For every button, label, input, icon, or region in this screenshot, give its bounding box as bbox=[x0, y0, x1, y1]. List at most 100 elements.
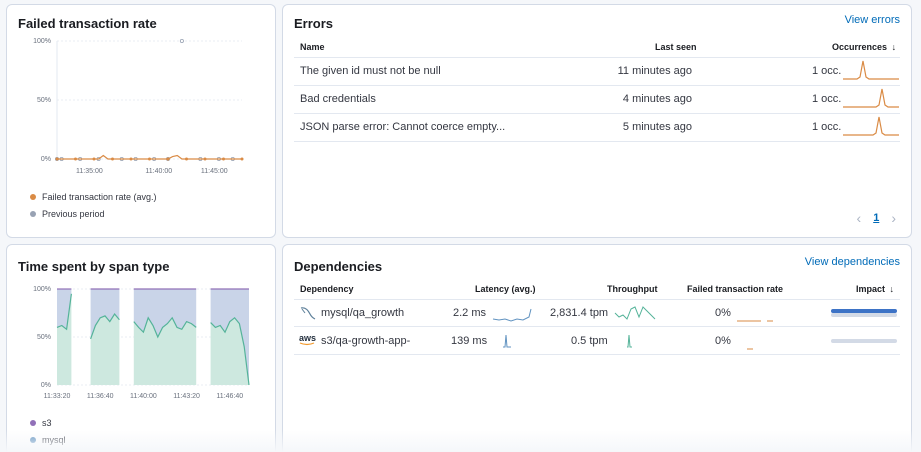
errors-panel: Errors View errors Name Last seen Occurr… bbox=[282, 4, 912, 238]
failed-rate-point bbox=[148, 157, 151, 161]
x-tick-label: 11:36:40 bbox=[87, 393, 114, 400]
panel-title: Dependencies bbox=[294, 259, 383, 274]
dependency-throughput: 2,831.4 tpm bbox=[550, 307, 609, 319]
failed-rate-point bbox=[55, 157, 59, 161]
impact-bar-track bbox=[831, 313, 897, 317]
failed-rate-point bbox=[166, 157, 170, 161]
column-header-last-seen[interactable]: Last seen bbox=[655, 42, 697, 52]
latency-sparkline bbox=[503, 334, 511, 348]
s3-area bbox=[210, 289, 249, 385]
column-header-occurrences[interactable]: Occurrences ↓ bbox=[832, 42, 896, 52]
legend-dot bbox=[30, 211, 36, 217]
failed-rate-sparkline bbox=[747, 348, 753, 350]
legend-dot bbox=[30, 194, 36, 200]
column-header-dependency[interactable]: Dependency bbox=[300, 284, 354, 294]
x-tick-label: 11:40:00 bbox=[130, 393, 157, 400]
legend-item-failed-rate[interactable]: Failed transaction rate (avg.) bbox=[30, 192, 157, 202]
panel-title: Errors bbox=[294, 16, 334, 31]
legend-label: s3 bbox=[42, 418, 52, 428]
column-header-name[interactable]: Name bbox=[300, 42, 325, 52]
y-tick-label: 50% bbox=[37, 97, 51, 104]
dependency-throughput: 0.5 tpm bbox=[571, 335, 608, 347]
mysql-series-line bbox=[56, 293, 72, 331]
legend-item-previous-period[interactable]: Previous period bbox=[30, 209, 105, 219]
column-header-throughput[interactable]: Throughput bbox=[607, 284, 658, 294]
error-occurrences: 1 occ. bbox=[812, 93, 842, 105]
legend-dot bbox=[30, 437, 36, 443]
legend-item-s3[interactable]: s3 bbox=[30, 418, 52, 428]
chevron-left-icon[interactable]: ‹ bbox=[856, 210, 862, 226]
failed-rate-point bbox=[92, 157, 96, 161]
dependency-latency: 139 ms bbox=[451, 335, 488, 347]
time-spent-by-span-type-panel: Time spent by span type 0% 50% 100% 11:33:2… bbox=[6, 244, 276, 452]
x-tick-label: 11:45:00 bbox=[201, 168, 228, 175]
mysql-area bbox=[133, 317, 197, 385]
throughput-sparkline bbox=[614, 306, 656, 320]
column-header-failed-rate[interactable]: Failed transaction rate bbox=[687, 284, 784, 294]
divider bbox=[294, 354, 900, 355]
error-name-link[interactable]: Bad credentials bbox=[300, 93, 376, 105]
legend-dot bbox=[30, 420, 36, 426]
y-tick-label: 50% bbox=[37, 334, 51, 341]
sort-arrow-down-icon: ↓ bbox=[891, 42, 897, 52]
failed-transaction-rate-panel: Failed transaction rate 0% 50% 100% 11:35:0… bbox=[6, 4, 276, 238]
x-tick-label: 11:43:20 bbox=[173, 393, 200, 400]
y-tick-label: 0% bbox=[41, 156, 51, 163]
mysql-series-line bbox=[133, 316, 197, 339]
dependency-failed-rate: 0% bbox=[715, 307, 731, 319]
s3-area bbox=[133, 289, 197, 337]
column-header-latency[interactable]: Latency (avg.) bbox=[475, 284, 536, 294]
error-occurrence-sparkline bbox=[843, 116, 899, 136]
latency-sparkline bbox=[492, 308, 532, 322]
failed-rate-point bbox=[240, 157, 244, 161]
panel-title: Time spent by span type bbox=[18, 259, 170, 274]
failed-rate-sparkline bbox=[737, 320, 773, 322]
failed-rate-point bbox=[203, 157, 207, 161]
mysql-area bbox=[57, 293, 72, 385]
divider bbox=[294, 299, 900, 300]
column-header-label: Occurrences bbox=[832, 42, 888, 52]
divider bbox=[294, 113, 900, 114]
aws-icon-label: aws bbox=[299, 333, 317, 343]
page-1-link[interactable]: 1 bbox=[873, 212, 880, 224]
failed-rate-point bbox=[129, 157, 133, 161]
column-header-label: Impact bbox=[856, 284, 886, 294]
y-tick-label: 100% bbox=[33, 286, 51, 293]
aws-icon: aws bbox=[299, 333, 316, 346]
mysql-series-line bbox=[90, 312, 120, 340]
y-tick-label: 100% bbox=[33, 38, 51, 45]
impact-bar-fill bbox=[831, 309, 897, 313]
column-header-impact[interactable]: Impact ↓ bbox=[856, 284, 894, 294]
panel-title: Failed transaction rate bbox=[18, 16, 157, 31]
time-spent-area-chart[interactable]: 0% 50% 100% 11:33:20 11:36:40 11:40:00 11:43:2… bbox=[17, 281, 262, 406]
view-errors-link[interactable]: View errors bbox=[844, 14, 900, 26]
legend-label: mysql bbox=[42, 435, 66, 445]
legend-item-mysql[interactable]: mysql bbox=[30, 435, 66, 445]
dependency-name-link[interactable]: s3/qa-growth-app- bbox=[321, 335, 411, 347]
impact-bar-track bbox=[831, 339, 897, 343]
failed-rate-point bbox=[222, 157, 225, 161]
error-name-link[interactable]: The given id must not be null bbox=[300, 65, 441, 77]
failed-rate-point bbox=[74, 157, 77, 161]
legend-label: Previous period bbox=[42, 209, 105, 219]
error-last-seen: 5 minutes ago bbox=[622, 121, 692, 133]
error-occurrences: 1 occ. bbox=[812, 65, 842, 77]
error-last-seen: 11 minutes ago bbox=[617, 65, 692, 77]
divider bbox=[294, 85, 900, 86]
error-last-seen: 4 minutes ago bbox=[622, 93, 692, 105]
mysql-icon bbox=[300, 307, 316, 320]
divider bbox=[294, 326, 900, 327]
error-name-link[interactable]: JSON parse error: Cannot coerce empty... bbox=[300, 121, 506, 133]
dependency-name-link[interactable]: mysql/qa_growth bbox=[321, 307, 405, 319]
x-tick-label: 11:35:00 bbox=[76, 168, 103, 175]
chevron-right-icon[interactable]: › bbox=[891, 210, 896, 226]
legend-label: Failed transaction rate (avg.) bbox=[42, 192, 157, 202]
error-occurrence-sparkline bbox=[843, 60, 899, 80]
failed-transaction-rate-chart[interactable]: 0% 50% 100% 11:35:00 11:40:00 11:45:00 bbox=[17, 35, 247, 185]
divider bbox=[294, 57, 900, 58]
view-dependencies-link[interactable]: View dependencies bbox=[804, 256, 900, 268]
mysql-series-line bbox=[210, 316, 250, 386]
dependency-latency: 2.2 ms bbox=[453, 307, 487, 319]
mysql-area bbox=[210, 317, 249, 385]
divider bbox=[294, 141, 900, 142]
